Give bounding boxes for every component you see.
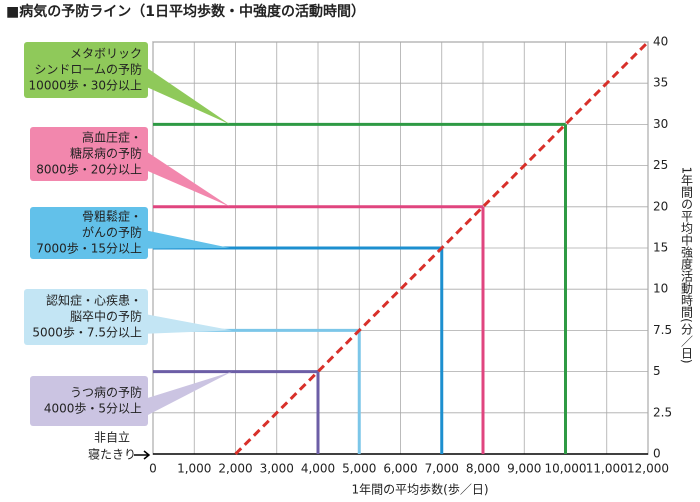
callout-pointer (146, 230, 230, 249)
callout-box (24, 42, 148, 98)
callout-text: シンドロームの予防 (34, 62, 142, 77)
callout-pointer (146, 151, 230, 207)
y-tick-label: 5 (653, 364, 661, 378)
callout-pointer (146, 314, 232, 334)
annotation: 寝たきり (88, 447, 136, 462)
x-tick-label: 0 (149, 462, 157, 476)
callout-text: 10000歩・30分以上 (29, 78, 142, 93)
x-axis-title: 1年間の平均歩数(歩／日) (352, 482, 489, 497)
x-tick-label: 4,000 (301, 462, 335, 476)
x-tick-label: 9,000 (507, 462, 541, 476)
y-tick-label: 10 (653, 282, 668, 296)
x-tick-label: 10,000 (545, 462, 587, 476)
annotation: 非自立 (94, 430, 130, 445)
x-tick-label: 6,000 (383, 462, 417, 476)
callout-text: うつ病の予防 (70, 385, 142, 400)
callout-text: 高血圧症・ (82, 130, 142, 145)
x-tick-label: 12,000 (627, 462, 669, 476)
y-tick-label: 0 (653, 447, 661, 461)
callout-box (30, 376, 148, 426)
y-tick-label: 15 (653, 241, 668, 255)
x-tick-label: 7,000 (425, 462, 459, 476)
callout-text: 認知症・心疾患・ (46, 293, 142, 308)
callout-text: 5000歩・7.5分以上 (32, 325, 142, 340)
y-tick-label: 35 (653, 76, 668, 90)
callout-text: 8000歩・20分以上 (36, 162, 142, 177)
y-tick-label: 20 (653, 199, 668, 213)
y-tick-label: 25 (653, 158, 668, 172)
callout-text: 骨粗鬆症・ (82, 209, 142, 224)
callout-text: メタボリック (70, 47, 142, 61)
y-tick-label: 40 (653, 35, 668, 49)
y-tick-label: 7.5 (653, 323, 672, 337)
x-tick-label: 8,000 (466, 462, 500, 476)
callout-text: 7000歩・15分以上 (36, 241, 142, 256)
callout-box (24, 289, 148, 345)
callout-text: がんの予防 (82, 225, 142, 240)
x-tick-label: 11,000 (586, 462, 628, 476)
x-tick-label: 5,000 (342, 462, 376, 476)
callout-pointer (146, 371, 232, 416)
callout-pointer (146, 67, 230, 125)
callout-text: 4000歩・5分以上 (44, 401, 142, 416)
y-tick-label: 2.5 (653, 405, 672, 419)
chart-title: ■病気の予防ライン（1日平均歩数・中強度の活動時間） (6, 3, 365, 20)
y-tick-label: 30 (653, 117, 668, 131)
callout-text: 脳卒中の予防 (70, 309, 142, 324)
annotation-arrow (134, 450, 151, 460)
callout-text: 糖尿病の予防 (70, 146, 142, 161)
x-tick-label: 1,000 (177, 462, 211, 476)
callout-box (30, 207, 148, 259)
reference-line (234, 40, 650, 456)
x-tick-label: 2,000 (218, 462, 252, 476)
y-axis-title: 1年間の平均中強度活動時間(分／日) (680, 167, 694, 364)
callout-box (30, 127, 148, 181)
x-tick-label: 3,000 (260, 462, 294, 476)
